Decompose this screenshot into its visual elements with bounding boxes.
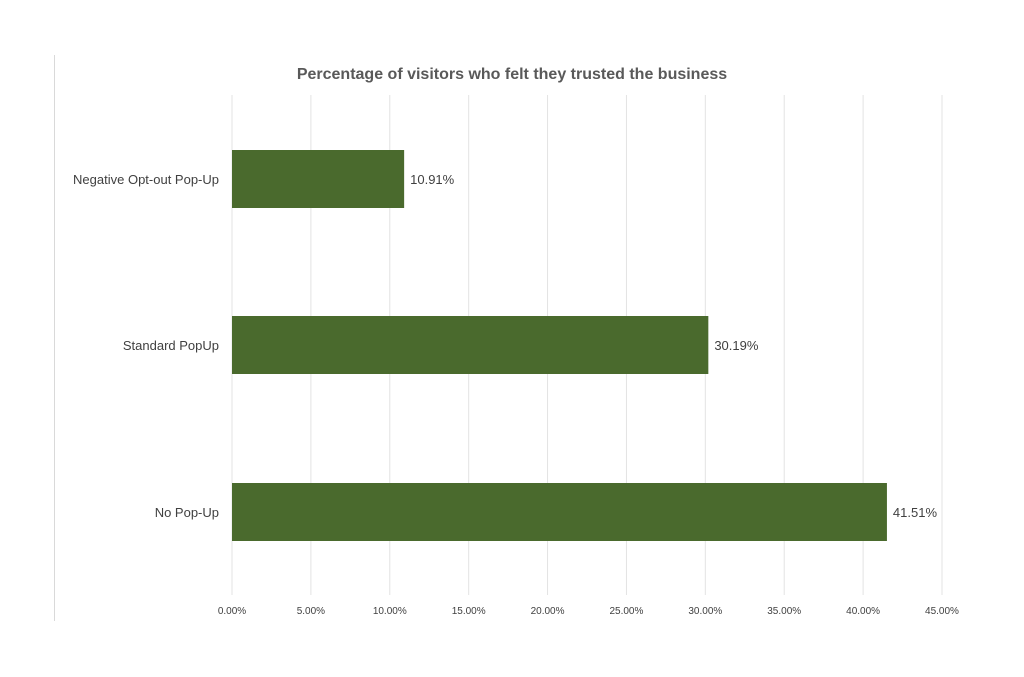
bar [232, 316, 709, 374]
bar-value-label: 10.91% [410, 172, 455, 187]
bar [232, 483, 887, 541]
bar-value-label: 30.19% [714, 338, 759, 353]
x-tick-label: 40.00% [846, 606, 880, 617]
x-tick-label: 15.00% [452, 606, 486, 617]
x-tick-label: 0.00% [218, 606, 246, 617]
x-tick-label: 5.00% [297, 606, 325, 617]
category-label: No Pop-Up [155, 505, 219, 520]
x-tick-label: 20.00% [531, 606, 565, 617]
x-tick-labels: 0.00% 5.00% 10.00% 15.00% 20.00% 25.00% 30.00%… [218, 606, 959, 617]
bar [232, 150, 405, 208]
bars [232, 150, 887, 541]
x-tick-label: 10.00% [373, 606, 407, 617]
category-labels: Negative Opt-out Pop-Up Standard PopUp No … [73, 172, 219, 520]
x-tick-label: 30.00% [688, 606, 722, 617]
category-label: Standard PopUp [123, 338, 219, 353]
bar-value-label: 41.51% [893, 505, 938, 520]
x-tick-label: 25.00% [609, 606, 643, 617]
category-label: Negative Opt-out Pop-Up [73, 172, 219, 187]
x-tick-label: 35.00% [767, 606, 801, 617]
chart-area-border [54, 55, 1023, 621]
chart-title: Percentage of visitors who felt they tru… [297, 66, 727, 83]
data-labels: 10.91% 30.19% 41.51% [410, 172, 937, 520]
x-tick-label: 45.00% [925, 606, 959, 617]
